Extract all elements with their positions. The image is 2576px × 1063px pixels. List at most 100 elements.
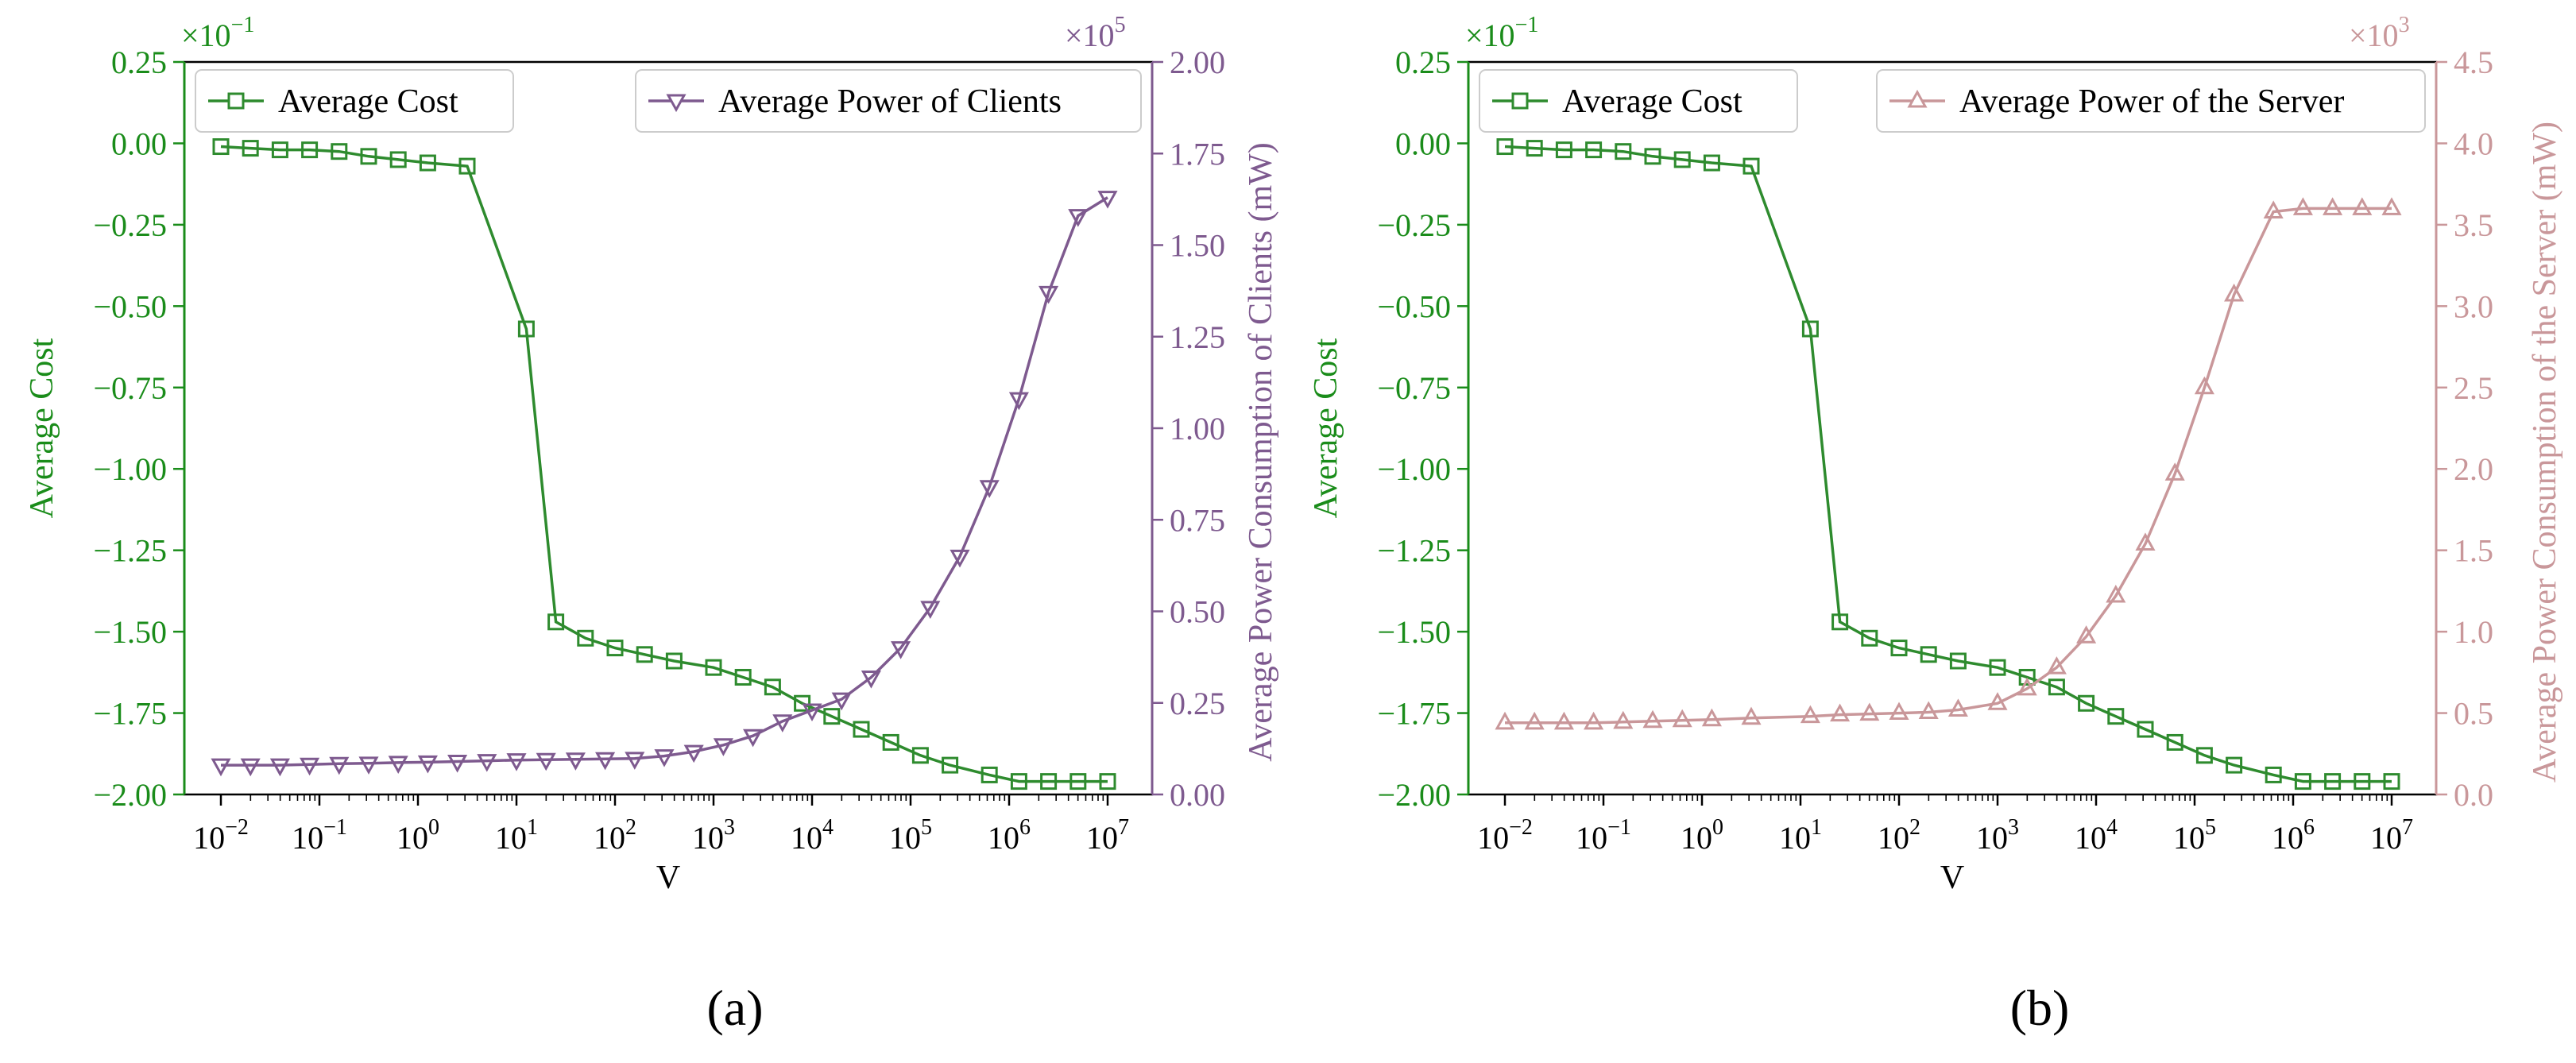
data-point bbox=[1801, 320, 1819, 338]
data-point bbox=[625, 752, 645, 770]
data-point bbox=[2106, 584, 2126, 603]
y-right-axis-label: Average Power Consumption of Clients (mW… bbox=[1243, 142, 1279, 762]
y-left-tick-label: 0.00 bbox=[1395, 126, 1451, 161]
y-right-tick-label: 4.5 bbox=[2454, 44, 2493, 80]
data-point bbox=[2017, 677, 2037, 696]
data-point bbox=[1010, 773, 1027, 790]
y-left-tick-label: −1.75 bbox=[1377, 696, 1451, 732]
data-point bbox=[477, 754, 497, 772]
y-left-tick-label: −1.50 bbox=[93, 614, 167, 650]
data-point bbox=[2323, 197, 2343, 215]
data-point bbox=[2137, 721, 2154, 738]
data-point bbox=[301, 141, 319, 159]
series-line-average-power-of-the-server bbox=[1505, 207, 2392, 725]
x-tick-label: 10−1 bbox=[1576, 815, 1631, 856]
data-point bbox=[1703, 154, 1720, 172]
data-point bbox=[911, 747, 929, 764]
data-point bbox=[772, 714, 793, 733]
series-line-average-power-of-clients bbox=[221, 196, 1108, 767]
data-point bbox=[1524, 711, 1545, 730]
y-right-multiplier: ×105 bbox=[1065, 13, 1126, 53]
x-tick-label: 107 bbox=[2370, 815, 2413, 856]
x-axis-label: V bbox=[656, 860, 680, 896]
x-tick-label: 10−1 bbox=[292, 815, 347, 856]
data-point bbox=[665, 652, 683, 670]
x-tick-label: 100 bbox=[396, 815, 439, 856]
x-tick-label: 105 bbox=[889, 815, 932, 856]
x-axis-label: V bbox=[1940, 860, 1964, 896]
data-point bbox=[981, 766, 998, 783]
panel-a-chart: 10−2 10−1 100 101 102 103 104 105 106 107 V 0.25 0.0… bbox=[24, 13, 1279, 896]
y-right-tick-label: 3.5 bbox=[2454, 207, 2493, 243]
data-point bbox=[1920, 646, 1937, 663]
data-point bbox=[1040, 773, 1058, 790]
data-point bbox=[2018, 668, 2036, 686]
series-line-average-cost bbox=[220, 145, 1108, 783]
x-tick-label: 102 bbox=[1878, 815, 1920, 856]
data-point bbox=[2195, 747, 2213, 764]
data-point bbox=[1584, 711, 1604, 730]
data-point bbox=[1672, 709, 1692, 728]
y-left-tick-label: −1.25 bbox=[93, 533, 167, 569]
y-right-tick-label: 2.5 bbox=[2454, 370, 2493, 406]
y-right-tick-label: 1.75 bbox=[1170, 136, 1225, 172]
data-point bbox=[1099, 773, 1116, 790]
x-tick-label: 102 bbox=[594, 815, 636, 856]
data-point bbox=[942, 756, 959, 774]
y-left-tick-label: −1.00 bbox=[93, 451, 167, 487]
data-point bbox=[271, 141, 288, 159]
data-point bbox=[1039, 285, 1059, 304]
data-point bbox=[517, 320, 535, 338]
data-point bbox=[388, 756, 408, 774]
data-point bbox=[734, 668, 752, 686]
data-point bbox=[240, 758, 261, 777]
data-point bbox=[577, 629, 594, 647]
data-point bbox=[2107, 708, 2125, 725]
data-point bbox=[1890, 640, 1908, 657]
data-point bbox=[1673, 151, 1691, 168]
y-left-tick-label: −0.25 bbox=[1377, 207, 1451, 243]
y-left-tick-label: −1.00 bbox=[1377, 451, 1451, 487]
y-left-multiplier: ×10−1 bbox=[181, 13, 254, 53]
x-tick-label: 104 bbox=[791, 815, 834, 856]
y-right-tick-label: 0.5 bbox=[2454, 696, 2493, 732]
data-point bbox=[1097, 191, 1118, 209]
data-point bbox=[853, 721, 870, 738]
data-point bbox=[458, 157, 476, 175]
data-point bbox=[536, 752, 556, 771]
data-point bbox=[212, 138, 230, 156]
legend-label-cost: Average Cost bbox=[1562, 83, 1742, 120]
data-point bbox=[713, 738, 733, 756]
x-tick-label: 103 bbox=[1976, 815, 2019, 856]
data-point bbox=[861, 670, 881, 689]
data-point bbox=[831, 692, 852, 711]
data-point bbox=[1742, 157, 1760, 175]
data-point bbox=[595, 752, 616, 771]
data-point bbox=[2048, 678, 2065, 696]
data-point bbox=[1615, 143, 1632, 160]
data-point bbox=[2194, 376, 2214, 395]
data-point bbox=[1831, 613, 1849, 631]
data-point bbox=[1989, 659, 2006, 676]
y-left-tick-label: −1.50 bbox=[1377, 614, 1451, 650]
y-left-axis-label: Average Cost bbox=[24, 338, 60, 518]
y-left-axis-label: Average Cost bbox=[1308, 338, 1344, 518]
caption-b: (b) bbox=[2010, 980, 2070, 1036]
legend-label-power: Average Power of the Server bbox=[1959, 83, 2344, 120]
data-point bbox=[2383, 773, 2400, 790]
y-right-tick-label: 1.0 bbox=[2454, 614, 2493, 650]
data-point bbox=[417, 755, 438, 774]
data-point bbox=[389, 151, 407, 168]
data-point bbox=[506, 753, 527, 771]
x-tick-label: 101 bbox=[1779, 815, 1822, 856]
data-point bbox=[1889, 702, 1909, 721]
x-tick-label: 107 bbox=[1086, 815, 1129, 856]
data-point bbox=[447, 755, 468, 773]
y-right-tick-label: 4.0 bbox=[2454, 126, 2493, 161]
data-point bbox=[1642, 709, 1663, 729]
data-point bbox=[979, 480, 1000, 498]
data-point bbox=[2078, 694, 2095, 712]
y-right-tick-label: 2.00 bbox=[1170, 44, 1225, 80]
data-point bbox=[764, 678, 781, 696]
